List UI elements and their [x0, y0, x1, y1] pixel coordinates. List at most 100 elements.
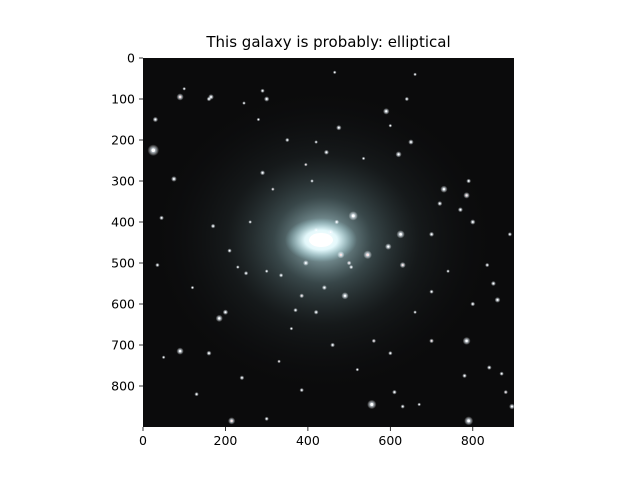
star	[278, 360, 280, 362]
star	[486, 264, 488, 266]
star	[329, 231, 332, 234]
star	[399, 233, 402, 236]
star	[208, 352, 210, 354]
star	[500, 373, 503, 375]
star	[280, 274, 282, 276]
y-tick-label: 0	[127, 51, 135, 66]
star	[315, 141, 317, 143]
star	[290, 328, 292, 330]
y-axis-ticks: 0 100 200 300 400 500 600 700 800	[111, 51, 143, 394]
star	[385, 110, 388, 113]
star	[339, 253, 342, 256]
star	[373, 340, 375, 342]
x-axis-ticks: 0 200 400 600 800	[139, 427, 485, 448]
star	[336, 221, 338, 223]
star	[266, 270, 268, 272]
image-axes-svg: 0 200 400 600 800 0 100 200 300 400 500 600 700 800	[111, 51, 515, 448]
star	[467, 419, 471, 423]
star	[439, 202, 441, 205]
star	[348, 262, 350, 264]
star	[163, 356, 165, 358]
star	[459, 208, 462, 211]
star	[488, 366, 490, 369]
star	[179, 350, 182, 353]
star	[261, 172, 264, 174]
star	[261, 90, 264, 92]
star	[183, 88, 185, 90]
star	[511, 405, 513, 408]
star	[447, 270, 449, 272]
star	[294, 309, 297, 311]
y-tick-label: 600	[111, 297, 135, 312]
star	[401, 264, 404, 266]
galaxy-nucleus	[309, 233, 333, 247]
y-tick-label: 500	[111, 256, 135, 271]
star	[266, 418, 268, 420]
star	[212, 225, 214, 227]
star	[343, 294, 347, 297]
star	[237, 266, 239, 268]
star	[151, 148, 156, 153]
star	[265, 98, 268, 100]
star	[249, 221, 251, 223]
star	[509, 233, 511, 235]
star	[228, 250, 231, 252]
y-tick-label: 700	[111, 338, 135, 353]
star	[351, 214, 355, 218]
star	[218, 317, 221, 320]
x-tick-label: 0	[139, 433, 147, 448]
x-tick-label: 400	[296, 433, 320, 448]
star	[179, 95, 182, 99]
star	[334, 71, 336, 73]
x-tick-label: 800	[461, 433, 485, 448]
star	[350, 266, 352, 268]
star	[300, 295, 303, 297]
star	[418, 403, 420, 406]
star	[414, 311, 416, 313]
star	[210, 96, 212, 98]
x-tick-label: 200	[214, 433, 238, 448]
star	[173, 178, 175, 180]
star	[195, 393, 198, 395]
star	[224, 311, 227, 314]
star	[496, 299, 499, 301]
star	[154, 118, 157, 121]
star	[337, 126, 340, 129]
star	[402, 405, 404, 408]
star	[160, 217, 163, 219]
star-field	[147, 70, 515, 426]
star	[304, 262, 307, 264]
star	[315, 229, 317, 231]
star	[257, 118, 260, 121]
star	[442, 188, 446, 191]
star	[467, 180, 470, 182]
star	[315, 311, 317, 313]
figure-title: This galaxy is probably: elliptical	[206, 33, 451, 51]
star	[323, 286, 326, 289]
star	[471, 221, 474, 223]
star	[286, 139, 288, 141]
star	[430, 233, 433, 236]
star	[362, 157, 365, 160]
star	[389, 125, 391, 127]
star	[472, 303, 474, 305]
star	[492, 282, 495, 285]
star	[505, 391, 507, 393]
star	[356, 369, 358, 371]
star	[389, 352, 391, 354]
star	[191, 287, 194, 289]
y-tick-label: 100	[111, 92, 135, 107]
x-tick-label: 600	[378, 433, 402, 448]
star	[370, 403, 374, 406]
star	[397, 153, 400, 156]
star	[243, 102, 245, 104]
star	[156, 264, 159, 266]
y-tick-label: 200	[111, 133, 135, 148]
star	[230, 419, 233, 422]
star	[366, 253, 369, 257]
star	[430, 340, 433, 342]
star	[410, 141, 412, 143]
y-tick-label: 800	[111, 379, 135, 394]
star	[272, 188, 274, 190]
